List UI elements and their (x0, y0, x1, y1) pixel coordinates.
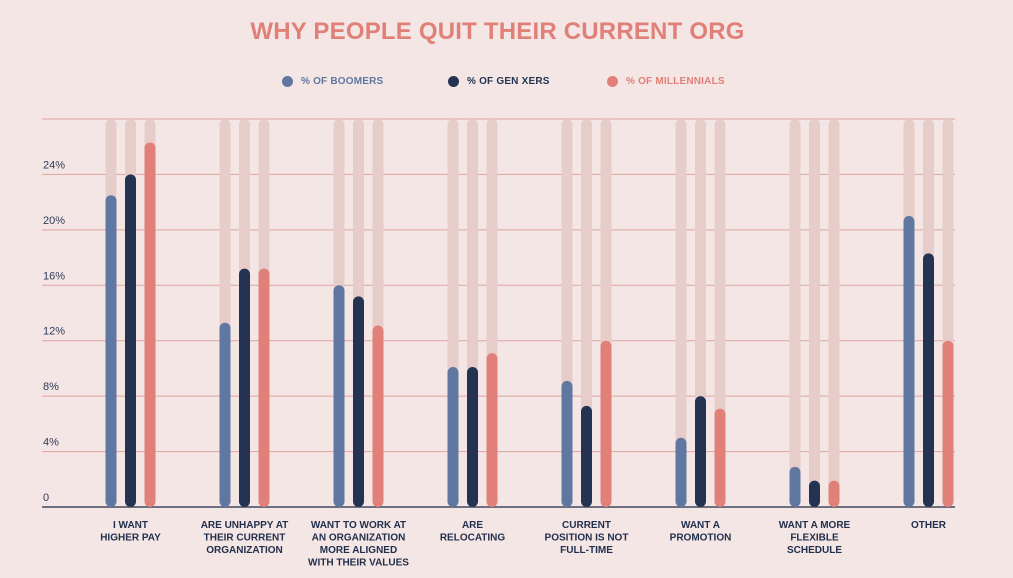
legend-item-gen-xers: % OF GEN XERS (448, 76, 550, 87)
bar---of-boomers (219, 322, 231, 507)
y-tick-label: 4% (43, 437, 59, 449)
legend-label-millennials: % OF MILLENNIALS (626, 76, 725, 87)
bar---of-millennials (714, 408, 726, 507)
chart-title: WHY PEOPLE QUIT THEIR CURRENT ORG (250, 18, 745, 45)
bar---of-gen-xers (923, 253, 934, 507)
x-category-label: CURRENT POSITION IS NOT FULL-TIME (545, 520, 629, 556)
y-tick-label: 24% (43, 159, 65, 171)
legend-label-gen-xers: % OF GEN XERS (467, 76, 550, 87)
bar---of-boomers (447, 367, 459, 507)
bar---of-boomers (105, 195, 117, 507)
y-tick-label: 20% (43, 215, 65, 227)
bar---of-boomers (903, 216, 915, 507)
bar---of-gen-xers (809, 480, 820, 507)
bar---of-gen-xers (353, 296, 364, 507)
y-tick-label: 12% (43, 326, 65, 338)
legend-item-millennials: % OF MILLENNIALS (607, 76, 725, 87)
bar-track (828, 119, 840, 507)
legend-item-boomers: % OF BOOMERS (282, 76, 383, 87)
x-category-label: I WANT HIGHER PAY (100, 520, 161, 544)
x-category-label: WANT A PROMOTION (670, 520, 732, 544)
x-category-label: ARE UNHAPPY AT THEIR CURRENT ORGANIZATION (201, 520, 289, 556)
bar---of-gen-xers (239, 268, 250, 507)
bar---of-gen-xers (581, 405, 592, 507)
bar---of-boomers (561, 380, 573, 507)
bar---of-boomers (675, 437, 687, 507)
legend: % OF BOOMERS % OF GEN XERS % OF MILLENNI… (0, 76, 1013, 92)
bar---of-millennials (942, 340, 954, 507)
bar---of-millennials (372, 325, 384, 507)
bar---of-millennials (258, 268, 270, 507)
bar---of-boomers (789, 466, 801, 507)
bar---of-millennials (600, 340, 612, 507)
bar-track (675, 119, 687, 507)
bar-track (809, 119, 820, 507)
bar---of-millennials (144, 142, 156, 508)
bar---of-millennials (828, 480, 840, 507)
legend-dot-millennials-icon (607, 76, 618, 87)
bar-track (789, 119, 801, 507)
x-category-label: OTHER (911, 520, 947, 531)
bar---of-boomers (333, 285, 345, 507)
y-tick-label: 8% (43, 381, 59, 393)
y-tick-label: 16% (43, 270, 65, 282)
bar---of-gen-xers (695, 396, 706, 507)
bar---of-gen-xers (467, 367, 478, 507)
bar---of-gen-xers (125, 174, 136, 507)
legend-dot-boomers-icon (282, 76, 293, 87)
x-category-label: WANT A MORE FLEXIBLE SCHEDULE (779, 520, 851, 556)
x-category-label: ARE RELOCATING (440, 520, 506, 544)
x-category-label: WANT TO WORK AT AN ORGANIZATION MORE ALIGN… (308, 520, 409, 569)
y-tick-label: 0 (43, 492, 49, 504)
legend-dot-gen-xers-icon (448, 76, 459, 87)
bar---of-millennials (486, 353, 498, 507)
legend-label-boomers: % OF BOOMERS (301, 76, 384, 87)
